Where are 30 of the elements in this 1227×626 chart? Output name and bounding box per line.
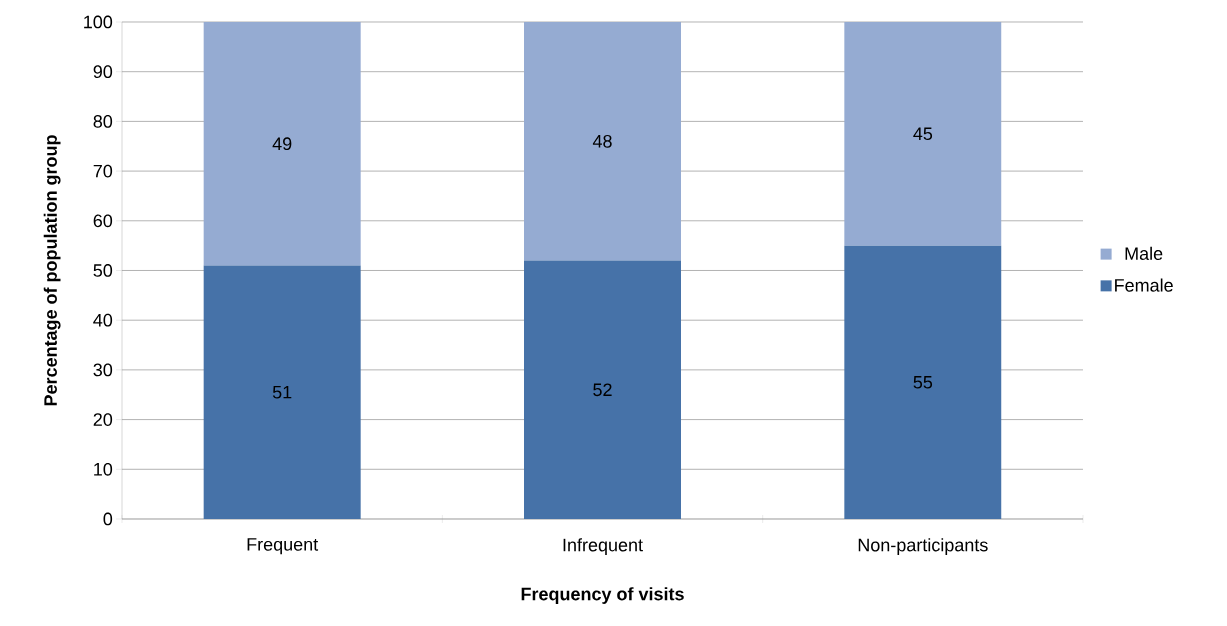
x-tick-label: Non-participants [858, 538, 988, 555]
y-tick-label: 40 [93, 313, 113, 327]
legend-label: Male [1125, 246, 1163, 260]
data-label: 45 [913, 127, 933, 141]
data-label: 55 [913, 376, 933, 389]
x-axis-title: Frequency of visits [521, 587, 684, 604]
bar [844, 21, 1002, 246]
y-tick-label: 50 [93, 264, 113, 277]
data-label: 49 [272, 137, 292, 151]
y-axis-title: Percentage of population group [43, 135, 61, 406]
y-tick-label: 100 [84, 15, 113, 29]
y-tick-label: 60 [93, 214, 113, 228]
y-tick-label: 90 [93, 65, 113, 79]
data-label: 48 [592, 134, 612, 148]
x-tick-label: Infrequent [563, 538, 643, 555]
bar [524, 21, 681, 261]
data-label: 51 [272, 385, 292, 399]
y-tick-label: 10 [94, 462, 113, 476]
y-tick-label: 70 [93, 164, 113, 178]
y-tick-label: 0 [103, 512, 113, 526]
legend-label: Female [1115, 278, 1173, 292]
bar [203, 21, 361, 266]
y-tick-label: 30 [93, 363, 113, 377]
bar [203, 265, 361, 519]
y-tick-label: 20 [93, 413, 113, 426]
x-tick-label: Frequent [247, 538, 319, 555]
y-tick-label: 80 [93, 115, 113, 128]
bar [844, 245, 1002, 519]
bar [524, 260, 681, 519]
data-label: 52 [593, 383, 612, 397]
